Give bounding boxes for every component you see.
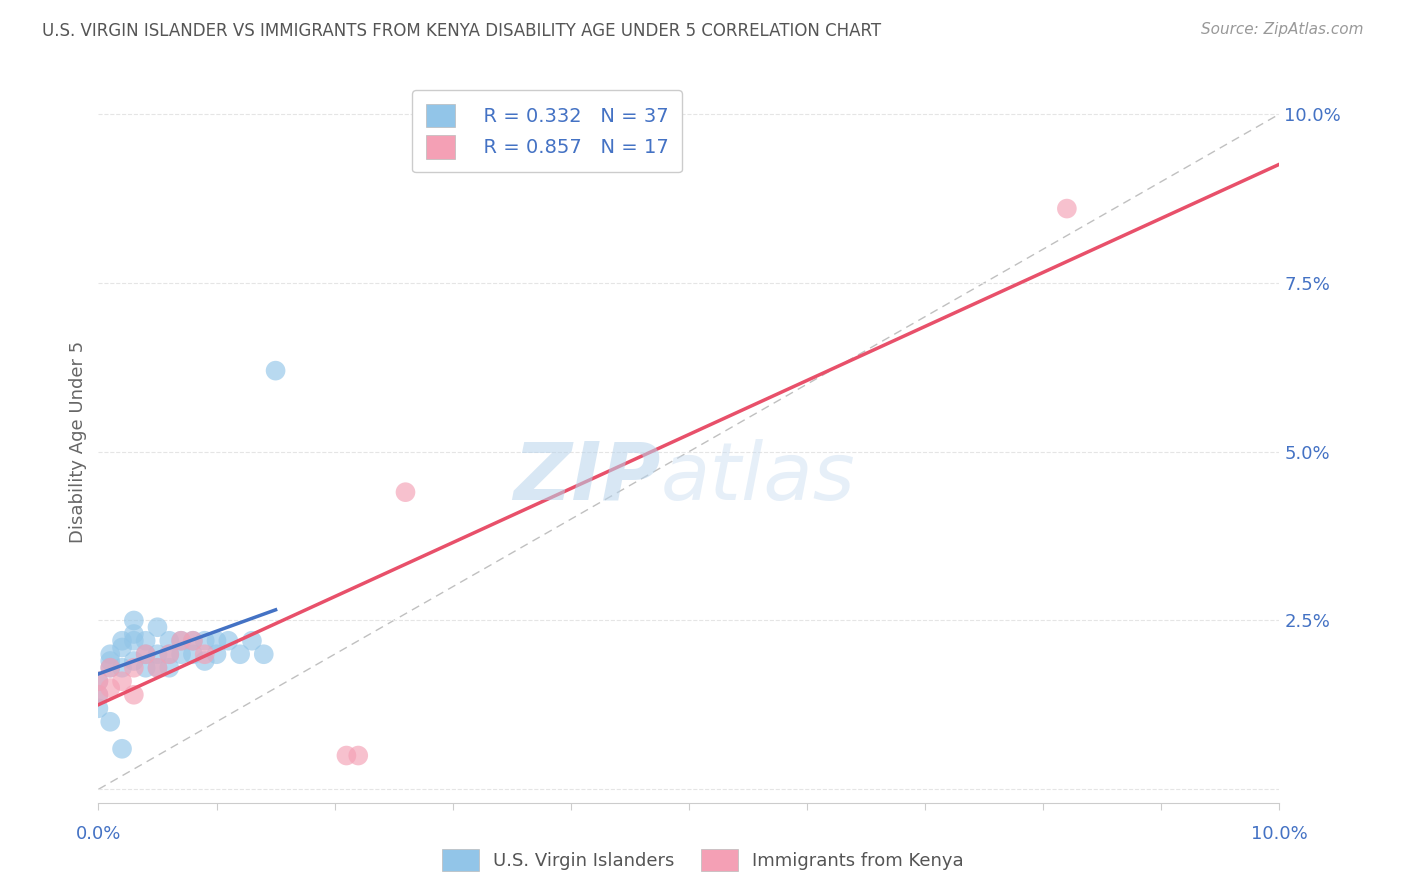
Point — [146, 620, 169, 634]
Point — [98, 654, 121, 668]
Point — [87, 688, 110, 702]
Legend:   R = 0.332   N = 37,   R = 0.857   N = 17: R = 0.332 N = 37, R = 0.857 N = 17 — [412, 90, 682, 172]
Point — [157, 647, 180, 661]
Point — [170, 647, 193, 661]
Point — [98, 661, 121, 675]
Point — [135, 661, 157, 675]
Text: Source: ZipAtlas.com: Source: ZipAtlas.com — [1201, 22, 1364, 37]
Point — [240, 633, 263, 648]
Point — [157, 647, 180, 661]
Legend: U.S. Virgin Islanders, Immigrants from Kenya: U.S. Virgin Islanders, Immigrants from K… — [436, 842, 970, 879]
Point — [181, 633, 204, 648]
Point — [122, 627, 145, 641]
Point — [98, 681, 121, 695]
Point — [98, 661, 121, 675]
Point — [111, 674, 134, 689]
Point — [111, 661, 134, 675]
Point — [194, 654, 217, 668]
Point — [1056, 202, 1078, 216]
Y-axis label: Disability Age Under 5: Disability Age Under 5 — [69, 341, 87, 542]
Point — [122, 688, 145, 702]
Point — [135, 647, 157, 661]
Point — [122, 654, 145, 668]
Point — [87, 701, 110, 715]
Point — [111, 640, 134, 655]
Point — [205, 647, 228, 661]
Text: U.S. VIRGIN ISLANDER VS IMMIGRANTS FROM KENYA DISABILITY AGE UNDER 5 CORRELATION: U.S. VIRGIN ISLANDER VS IMMIGRANTS FROM … — [42, 22, 882, 40]
Text: atlas: atlas — [661, 439, 856, 516]
Point — [135, 633, 157, 648]
Point — [181, 647, 204, 661]
Point — [157, 661, 180, 675]
Point — [194, 633, 217, 648]
Point — [264, 364, 287, 378]
Point — [229, 647, 252, 661]
Point — [157, 633, 180, 648]
Text: ZIP: ZIP — [513, 439, 661, 516]
Point — [135, 647, 157, 661]
Point — [122, 614, 145, 628]
Text: 0.0%: 0.0% — [76, 825, 121, 843]
Text: 10.0%: 10.0% — [1251, 825, 1308, 843]
Point — [347, 748, 370, 763]
Point — [394, 485, 416, 500]
Point — [170, 633, 193, 648]
Point — [87, 688, 110, 702]
Point — [194, 647, 217, 661]
Point — [122, 633, 145, 648]
Point — [111, 741, 134, 756]
Point — [205, 633, 228, 648]
Point — [146, 661, 169, 675]
Point — [146, 661, 169, 675]
Point — [98, 647, 121, 661]
Point — [146, 647, 169, 661]
Point — [217, 633, 239, 648]
Point — [170, 633, 193, 648]
Point — [87, 674, 110, 689]
Point — [111, 633, 134, 648]
Point — [253, 647, 276, 661]
Point — [98, 714, 121, 729]
Point — [122, 661, 145, 675]
Point — [181, 633, 204, 648]
Point — [335, 748, 357, 763]
Point — [87, 674, 110, 689]
